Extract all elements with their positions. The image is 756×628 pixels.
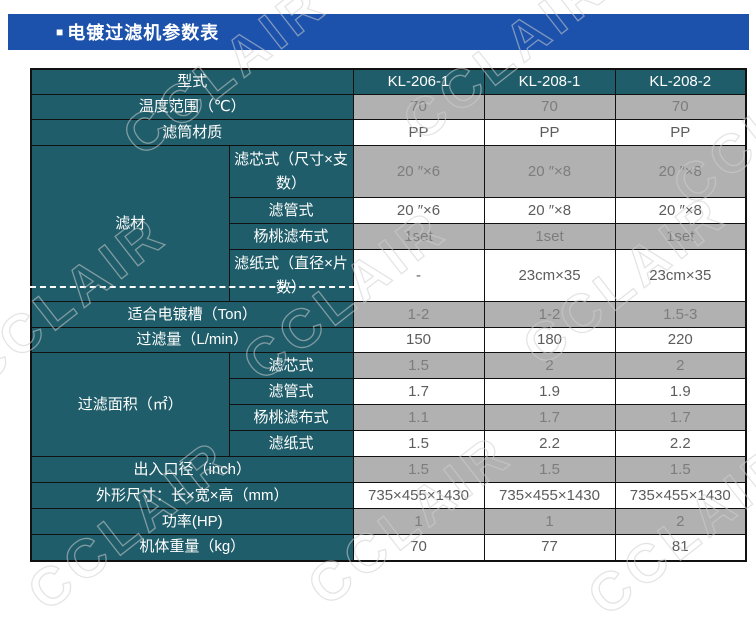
- value-cell: 1set: [352, 223, 485, 250]
- table-row: 滤筒材质 PP PP PP: [30, 119, 747, 146]
- value-cell: 1.5: [352, 352, 485, 379]
- sub-row-label-carambola-cloth: 杨桃滤布式: [228, 223, 354, 250]
- row-label-model: 型式: [30, 68, 354, 95]
- value-cell: 150: [352, 327, 485, 353]
- row-label-filter-media: 滤材: [30, 145, 230, 302]
- table-row: 杨桃滤布式 1.1 1.7 1.7: [31, 404, 747, 431]
- value-cell: 1: [352, 508, 485, 535]
- value-cell: 1.5: [614, 456, 747, 483]
- value-cell: 1.7: [352, 378, 485, 405]
- value-cell: 1.5: [483, 456, 616, 483]
- sub-row-label-tube-type: 滤管式: [228, 197, 354, 224]
- model-header-cell: KL-206-1: [352, 68, 485, 95]
- value-cell: 1.1: [352, 404, 485, 431]
- spec-table: 型式 KL-206-1 KL-208-1 KL-208-2 温度范围（℃） 70…: [30, 68, 748, 562]
- row-label-weight: 机体重量（kg）: [30, 534, 354, 561]
- page-title: 电镀过滤机参数表: [67, 23, 220, 43]
- table-row: 外形尺寸：长×宽×高（mm） 735×455×1430 735×455×1430…: [30, 482, 747, 509]
- value-cell: 70: [352, 534, 485, 561]
- table-row: 杨桃滤布式 1set 1set 1set: [31, 223, 747, 250]
- value-cell: 1set: [483, 223, 616, 250]
- value-cell: 735×455×1430: [614, 482, 747, 509]
- value-cell: 2.2: [483, 430, 616, 457]
- value-cell: PP: [614, 119, 747, 146]
- sub-row-label-core-type: 滤芯式: [228, 352, 354, 379]
- sub-row-label-tube-type: 滤管式: [228, 378, 354, 405]
- value-cell: 70: [483, 94, 616, 120]
- table-row: 适合电镀槽（Ton） 1-2 1-2 1.5-3: [30, 301, 747, 328]
- value-cell: 23cm×35: [483, 249, 616, 302]
- value-cell: 2.2: [614, 430, 747, 457]
- value-cell: 1.9: [614, 378, 747, 405]
- value-cell: PP: [483, 119, 616, 146]
- table-row: 滤管式 1.7 1.9 1.9: [31, 378, 747, 405]
- value-cell: 20 ″×8: [483, 197, 616, 224]
- table-row: 过滤量（L/min） 150 180 220: [30, 327, 747, 353]
- value-cell: 23cm×35: [614, 249, 747, 302]
- title-bullet-icon: ■: [56, 25, 64, 39]
- row-label-temperature: 温度范围（℃）: [30, 94, 354, 120]
- value-cell: 2: [614, 508, 747, 535]
- value-cell: 81: [614, 534, 747, 561]
- value-cell: 1.5: [352, 430, 485, 457]
- value-cell: 1.7: [483, 404, 616, 431]
- value-cell: 735×455×1430: [352, 482, 485, 509]
- value-cell: 70: [352, 94, 485, 120]
- sub-row-label-core-type: 滤芯式（尺寸×支数）: [228, 145, 354, 198]
- value-cell: 1-2: [483, 301, 616, 328]
- table-row: 功率(HP) 1 1 2: [30, 508, 747, 535]
- value-cell: PP: [352, 119, 485, 146]
- table-row: 滤材 滤芯式（尺寸×支数） 20 ″×6 20 ″×8 20 ″×8: [30, 145, 747, 302]
- table-row: 机体重量（kg） 70 77 81: [30, 534, 747, 561]
- value-cell: 70: [614, 94, 747, 120]
- value-cell: 1.7: [614, 404, 747, 431]
- table-row: 过滤面积（㎡） 滤芯式 1.5 2 2: [30, 352, 747, 457]
- value-cell: 1.9: [483, 378, 616, 405]
- value-cell: 2: [483, 352, 616, 379]
- value-cell: 1: [483, 508, 616, 535]
- row-label-flow-rate: 过滤量（L/min）: [30, 327, 354, 353]
- page-title-bar: ■ 电镀过滤机参数表: [8, 14, 749, 50]
- value-cell: 1.5: [352, 456, 485, 483]
- value-cell: 20 ″×8: [614, 197, 747, 224]
- table-row: 型式 KL-206-1 KL-208-1 KL-208-2: [30, 68, 747, 95]
- value-cell: 20 ″×6: [352, 145, 485, 198]
- row-label-port-size: 出入口径（inch）: [30, 456, 354, 483]
- row-label-dimensions: 外形尺寸：长×宽×高（mm）: [30, 482, 354, 509]
- value-cell: 180: [483, 327, 616, 353]
- value-cell: 1-2: [352, 301, 485, 328]
- row-label-cartridge-material: 滤筒材质: [30, 119, 354, 146]
- value-cell: 220: [614, 327, 747, 353]
- row-label-power: 功率(HP): [30, 508, 354, 535]
- value-cell: 1.5-3: [614, 301, 747, 328]
- sub-row-label-paper-type: 滤纸式: [228, 430, 354, 457]
- value-cell: 2: [614, 352, 747, 379]
- value-cell: 1set: [614, 223, 747, 250]
- model-header-cell: KL-208-2: [614, 68, 747, 95]
- value-cell: 77: [483, 534, 616, 561]
- value-cell: 20 ″×6: [352, 197, 485, 224]
- sub-row-label-carambola-cloth: 杨桃滤布式: [228, 404, 354, 431]
- row-label-plating-tank: 适合电镀槽（Ton）: [30, 301, 354, 328]
- model-header-cell: KL-208-1: [483, 68, 616, 95]
- table-row: 滤纸式 1.5 2.2 2.2: [31, 430, 747, 457]
- value-cell: 735×455×1430: [483, 482, 616, 509]
- row-label-filter-area: 过滤面积（㎡）: [30, 352, 230, 457]
- table-row: 出入口径（inch） 1.5 1.5 1.5: [30, 456, 747, 483]
- table-row: 温度范围（℃） 70 70 70: [30, 94, 747, 120]
- value-cell: 20 ″×8: [483, 145, 616, 198]
- sub-row-label-paper-type: 滤纸式（直径×片数）: [228, 249, 354, 302]
- value-cell: -: [352, 249, 485, 302]
- value-cell: 20 ″×8: [614, 145, 747, 198]
- table-row: 滤管式 20 ″×6 20 ″×8 20 ″×8: [31, 197, 747, 224]
